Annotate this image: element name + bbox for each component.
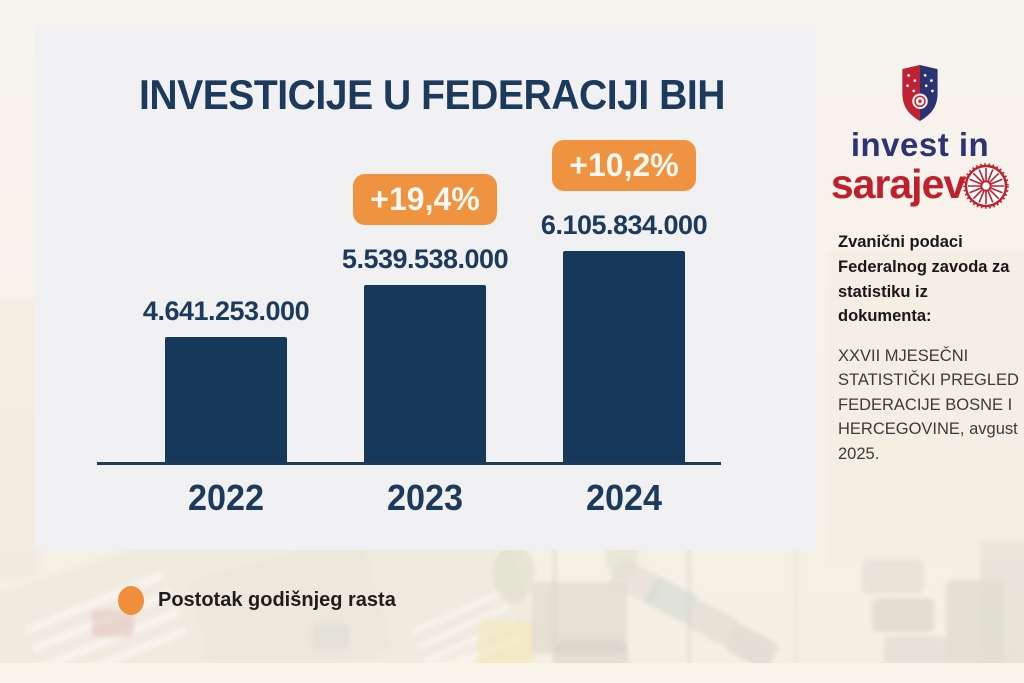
bar-2024 — [563, 251, 685, 462]
invest-in-sarajevo-logo: invest in sarajev — [820, 64, 1020, 209]
x-axis-line — [97, 462, 721, 465]
x-tick-2024: 2024 — [585, 477, 663, 518]
sarajevo-rose-wheel-icon — [963, 163, 1009, 209]
bar-group-2023: +19,4% 5.539.538.000 — [342, 28, 509, 462]
chart-card: INVESTICIJE U FEDERACIJI BIH 4.641.253.0… — [35, 25, 816, 550]
bottom-light-strip — [0, 663, 1024, 683]
chart-legend: Postotak godišnjeg rasta — [118, 586, 396, 615]
brand-line-sarajevo: sarajev — [820, 159, 1020, 209]
growth-badge: +10,2% — [552, 140, 696, 191]
bar-value-label: 4.641.253.000 — [142, 296, 310, 326]
x-tick-2022: 2022 — [187, 477, 265, 518]
source-intro-text: Zvanični podaci Federalnog zavoda za sta… — [838, 233, 1010, 326]
sarajevo-coat-of-arms-icon — [902, 65, 938, 121]
bar-value-label: 6.105.834.000 — [540, 210, 708, 240]
source-document-text: XXVII MJESEČNI STATISTIČKI PREGLED FEDER… — [838, 347, 1019, 463]
orange-dot-icon — [118, 586, 144, 615]
x-tick-2023: 2023 — [386, 477, 464, 518]
bar-2023 — [364, 285, 486, 462]
chart-title: INVESTICIJE U FEDERACIJI BIH — [139, 71, 726, 118]
brand-sarajev-text: sarajev — [830, 160, 966, 207]
bar-chart: 4.641.253.000 +19,4% 5.539.538.000 +10,2… — [97, 25, 721, 535]
brand-line-invest-in: invest in — [850, 126, 990, 163]
legend-label: Postotak godišnjeg rasta — [158, 589, 396, 611]
bar-value-label: 5.539.538.000 — [341, 244, 509, 274]
bar-group-2022: 4.641.253.000 — [143, 28, 310, 462]
bar-2022 — [165, 337, 287, 462]
bar-group-2024: +10,2% 6.105.834.000 — [541, 28, 708, 462]
growth-badge: +19,4% — [353, 174, 497, 225]
